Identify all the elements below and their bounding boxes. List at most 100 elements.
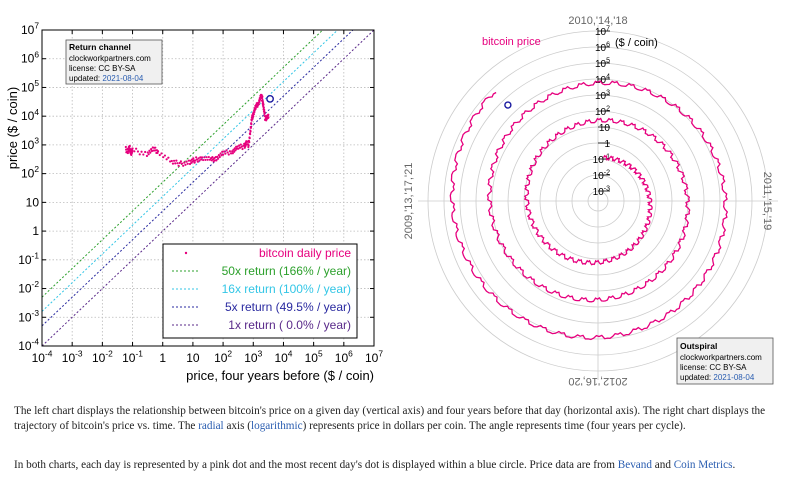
y-tick-label: 105 (21, 78, 39, 94)
radial-axis-label: ($ / coin) (615, 37, 658, 49)
price-point (131, 147, 134, 150)
x-tick-label: 102 (214, 349, 232, 365)
price-point (175, 159, 178, 162)
price-point (192, 157, 195, 160)
price-point (145, 154, 149, 158)
price-point (249, 126, 253, 129)
price-point (258, 98, 262, 101)
angle-axes (418, 25, 778, 380)
y-tick-label: 106 (21, 49, 39, 65)
info-box-updated: updated: 2021-08-04 (69, 74, 144, 83)
y-tick-label: 104 (21, 107, 39, 123)
price-point (223, 150, 226, 153)
price-point (150, 149, 154, 153)
radial-tick-label: 106 (595, 42, 610, 55)
x-tick-label: 107 (365, 349, 383, 365)
radial-link[interactable]: radial (198, 420, 224, 432)
price-point (160, 152, 163, 155)
price-point (241, 147, 244, 151)
price-point (172, 159, 176, 162)
x-tick-label: 104 (274, 349, 292, 365)
plot-frame (41, 29, 375, 347)
price-point (257, 102, 260, 106)
return-line (42, 30, 374, 346)
y-tick-label: 10-1 (18, 250, 39, 266)
legend-label: 16x return (100% / year) (222, 282, 351, 296)
price-point (219, 152, 222, 155)
price-point (178, 161, 181, 165)
price-point (267, 116, 270, 119)
price-point (158, 153, 161, 157)
price-point (262, 103, 265, 106)
price-point (208, 158, 212, 161)
price-point (168, 160, 172, 163)
price-point (261, 95, 264, 98)
price-point (183, 161, 186, 164)
info-box-title: Return channel (69, 42, 131, 52)
price-point (258, 100, 261, 103)
price-point (177, 164, 180, 167)
return-lines (42, 30, 374, 346)
price-point (252, 113, 255, 116)
y-axis-label: price ($ / coin) (5, 87, 20, 169)
price-point (237, 147, 240, 150)
price-point (171, 162, 175, 165)
price-points (124, 93, 270, 167)
price-point (238, 144, 241, 147)
legend-label: 50x return (166% / year) (222, 264, 351, 278)
price-point (238, 146, 242, 149)
description-paragraph-2: In both charts, each day is represented … (14, 458, 786, 473)
price-point (215, 159, 218, 162)
price-point (124, 145, 127, 149)
coin-metrics-link[interactable]: Coin Metrics (673, 459, 733, 471)
price-point (156, 150, 160, 153)
price-point (247, 144, 250, 147)
price-point (202, 158, 205, 162)
price-point (221, 153, 225, 156)
angle-label-right: 2011,'15,'19 (761, 172, 773, 230)
price-point (231, 150, 234, 153)
price-point (232, 148, 235, 151)
price-point (249, 130, 252, 133)
price-point (167, 156, 170, 159)
price-point (267, 113, 270, 116)
return-line (42, 30, 339, 312)
legend-swatch (184, 251, 188, 255)
radial-tick-label: 10-2 (593, 170, 610, 183)
y-tick-label: 103 (21, 136, 39, 152)
angle-label-left: 2009,'13,'17,'21 (403, 163, 415, 240)
price-point (216, 155, 219, 158)
price-spiral (449, 80, 729, 341)
description-paragraph-1: The left chart displays the relationship… (14, 404, 786, 434)
info-box-title: Outspiral (680, 341, 717, 351)
x-axis-label: price, four years before ($ / coin) (186, 368, 374, 383)
price-point (144, 150, 147, 154)
price-point (239, 143, 242, 146)
price-point (252, 115, 255, 118)
bevand-link[interactable]: Bevand (617, 459, 652, 471)
y-tick-label: 1 (32, 224, 39, 238)
price-point (256, 105, 259, 108)
current-day-marker (504, 101, 512, 109)
price-point (184, 163, 187, 166)
info-box-updated: updated: 2021-08-04 (680, 373, 755, 382)
price-point (263, 111, 266, 114)
price-point (228, 150, 232, 153)
price-point (233, 147, 236, 150)
price-point (200, 158, 203, 161)
price-point (233, 150, 236, 153)
price-point (150, 148, 153, 151)
charts-area: 10-4 10-3 10-2 10-1 1 10 102 103 104 105 106 107 10-… (5, 15, 778, 387)
radial-tick-label: 107 (595, 26, 610, 39)
x-tick-label: 103 (244, 349, 262, 365)
price-point (163, 154, 167, 157)
price-point (187, 159, 190, 162)
x-tick-label: 10-4 (32, 349, 53, 365)
price-point (203, 156, 206, 159)
logarithmic-link[interactable]: logarithmic (251, 420, 303, 432)
y-tick-label: 10-4 (18, 337, 39, 353)
price-point (149, 151, 152, 154)
legend-label: 1x return ( 0.0% / year) (228, 318, 351, 332)
price-point (147, 153, 150, 156)
